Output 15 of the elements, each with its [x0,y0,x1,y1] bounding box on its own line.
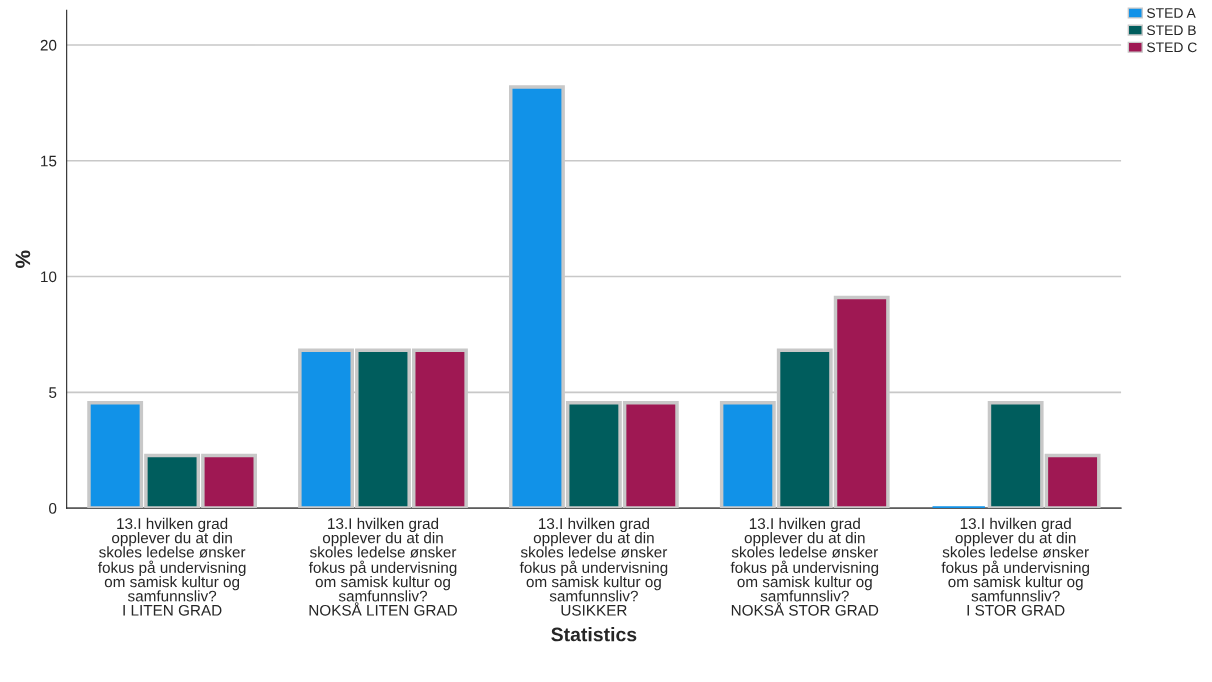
x-tick-label: 13.I hvilken grad opplever du at din skoles ledelse ønsker fokus på undervisning om samisk kultur og samfunnsliv? NOKSÅ LITEN GRAD [308,517,457,616]
legend-label: STED C [1147,42,1197,53]
y-tick-label: 20 [40,39,57,51]
x-tick-label: 13.I hvilken grad opplever du at din skoles ledelse ønsker fokus på undervisning om samisk kultur og samfunnsliv? USIKKER [519,517,668,616]
y-tick-label: 10 [41,271,57,283]
y-axis-title: % [15,250,31,268]
x-tick-label: 13.I hvilken grad opplever du at din skoles ledelse ønsker fokus på undervisning om samisk kultur og samfunnsliv? I LITEN GRAD [98,517,246,616]
x-tick-label: 13.I hvilken grad opplever du at din skoles ledelse ønsker fokus på undervisning om samisk kultur og samfunnsliv? NOKSÅ STOR GRAD [730,517,879,616]
legend-label: STED B [1147,25,1196,36]
y-tick-label: 0 [49,502,57,514]
y-tick-label: 15 [41,155,57,167]
x-axis-title: Statistics [551,627,637,642]
legend-label: STED A [1147,8,1196,18]
y-tick-label: 5 [49,387,57,398]
x-tick-label: 13.I hvilken grad opplever du at din skoles ledelse ønsker fokus på undervisning om samisk kultur og samfunnsliv? I STOR GRAD [941,517,1089,616]
